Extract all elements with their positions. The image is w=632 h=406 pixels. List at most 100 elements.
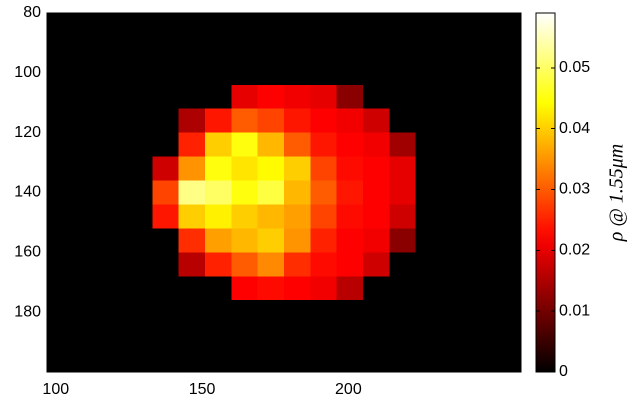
heatmap-cell (442, 348, 469, 373)
heatmap-cell (284, 252, 311, 277)
heatmap-cell (205, 156, 232, 182)
heatmap-cell (126, 84, 153, 110)
heatmap-cell (389, 204, 417, 229)
heatmap-cell (178, 36, 206, 62)
heatmap-cell (442, 204, 469, 229)
heatmap-cell (468, 300, 496, 325)
heatmap-cell (415, 13, 443, 38)
heatmap-cell (336, 60, 364, 86)
heatmap-cell (231, 180, 259, 205)
heatmap-cell (363, 180, 390, 205)
heatmap-cell (442, 108, 469, 134)
heatmap-cell (415, 180, 443, 205)
heatmap-cell (47, 276, 74, 301)
heatmap-cell (494, 36, 522, 62)
heatmap-cell (73, 324, 101, 349)
heatmap-cell (494, 84, 522, 110)
heatmap-cell (468, 180, 496, 205)
heatmap-cell (284, 228, 311, 253)
heatmap-cell (468, 13, 496, 38)
heatmap-cell (442, 156, 469, 182)
heatmap-cell (363, 300, 390, 325)
heatmap-cell (126, 156, 153, 182)
colorbar-tick-label: 0 (559, 363, 568, 380)
heatmap-cell (152, 84, 180, 110)
heatmap-cell (336, 348, 364, 373)
heatmap-cell (152, 156, 180, 182)
heatmap-cell (363, 156, 390, 182)
heatmap-cell (205, 132, 232, 158)
heatmap-cell (257, 36, 285, 62)
heatmap-cell (336, 84, 364, 110)
heatmap-cell (389, 252, 417, 277)
heatmap-cell (363, 204, 390, 229)
heatmap-cell (126, 324, 153, 349)
heatmap-cell (284, 204, 311, 229)
heatmap-cell (415, 228, 443, 253)
heatmap-cell (468, 156, 496, 182)
heatmap-cell (494, 276, 522, 301)
heatmap-cell (336, 300, 364, 325)
heatmap-cell (310, 324, 338, 349)
heatmap-cell (442, 84, 469, 110)
heatmap-cell (442, 132, 469, 158)
heatmap-cell (231, 300, 259, 325)
heatmap-cell (310, 84, 338, 110)
heatmap-cell (178, 60, 206, 86)
heatmap-cell (205, 108, 232, 134)
heatmap-cell (257, 156, 285, 182)
heatmap-cell (310, 276, 338, 301)
heatmap-cell (468, 108, 496, 134)
heatmap-cell (231, 84, 259, 110)
heatmap-cell (389, 132, 417, 158)
heatmap-cell (336, 204, 364, 229)
heatmap-cell (231, 204, 259, 229)
heatmap-cell (205, 252, 232, 277)
heatmap-cell (336, 156, 364, 182)
heatmap-cell (310, 300, 338, 325)
heatmap-cell (415, 204, 443, 229)
heatmap-cell (336, 36, 364, 62)
y-tick-label: 100 (14, 64, 41, 81)
heatmap-cell (152, 300, 180, 325)
heatmap-cell (99, 300, 127, 325)
heatmap-cell (205, 324, 232, 349)
heatmap-cell (257, 84, 285, 110)
heatmap-cell (126, 132, 153, 158)
heatmap-cell (494, 228, 522, 253)
colorbar-tick-label: 0.05 (559, 59, 590, 76)
heatmap-cell (73, 204, 101, 229)
heatmap-cell (152, 228, 180, 253)
heatmap-cell (205, 204, 232, 229)
heatmap-cell (257, 108, 285, 134)
heatmap-cell (284, 156, 311, 182)
heatmap-cell (284, 84, 311, 110)
heatmap-cell (47, 228, 74, 253)
heatmap-cell (231, 60, 259, 86)
heatmap-cell (126, 13, 153, 38)
heatmap-cell (389, 324, 417, 349)
heatmap-cell (178, 204, 206, 229)
heatmap-cell (99, 108, 127, 134)
heatmap-cell (257, 132, 285, 158)
heatmap-cell (178, 348, 206, 373)
heatmap-cell (178, 132, 206, 158)
heatmap-cell (415, 156, 443, 182)
y-tick-label: 160 (14, 244, 41, 261)
heatmap-cell (126, 252, 153, 277)
heatmap-cell (126, 180, 153, 205)
heatmap-cell (336, 324, 364, 349)
heatmap-cell (99, 60, 127, 86)
heatmap-cell (494, 204, 522, 229)
heatmap-cell (494, 108, 522, 134)
heatmap-cell (99, 132, 127, 158)
heatmap-cell (363, 228, 390, 253)
heatmap-cell (468, 204, 496, 229)
heatmap-cell (99, 348, 127, 373)
heatmap-cell (47, 36, 74, 62)
heatmap-cell (178, 228, 206, 253)
heatmap-cell (468, 84, 496, 110)
heatmap-cell (310, 204, 338, 229)
heatmap-cell (468, 348, 496, 373)
heatmap-cell (152, 204, 180, 229)
